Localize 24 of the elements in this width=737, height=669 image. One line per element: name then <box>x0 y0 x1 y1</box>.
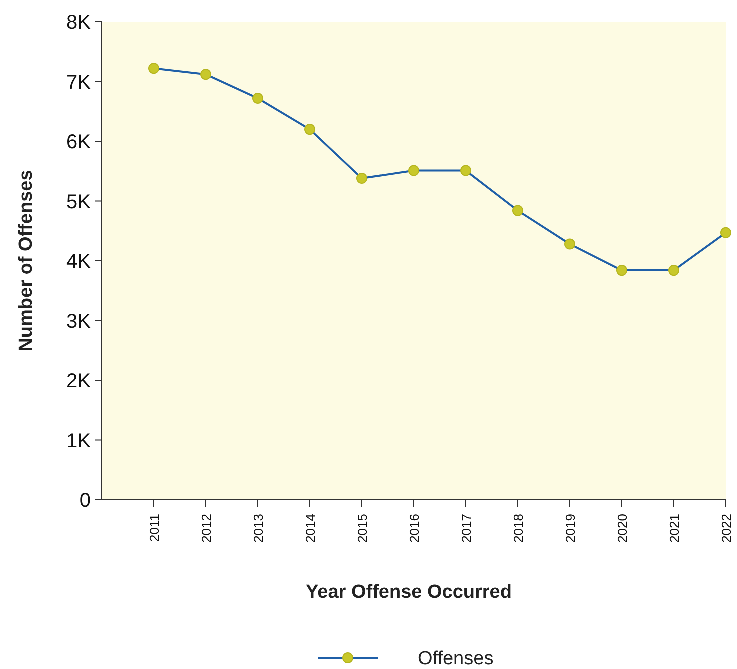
y-tick-label: 7K <box>66 72 92 94</box>
x-tick-label: 2022 <box>719 514 734 543</box>
x-axis-title: Year Offense Occurred <box>306 582 512 603</box>
y-tick-label: 4K <box>66 251 92 273</box>
y-tick-label: 6K <box>66 132 92 154</box>
x-tick-label: 2012 <box>199 514 214 543</box>
x-tick-label: 2021 <box>667 514 682 543</box>
x-tick-label: 2018 <box>511 514 526 543</box>
y-tick-label: 3K <box>66 310 92 333</box>
legend-label: Offenses <box>418 648 494 669</box>
y-tick-label: 1K <box>66 430 92 452</box>
x-tick-label: 2013 <box>251 514 266 543</box>
y-tick-label: 2K <box>66 370 92 392</box>
y-tick-label: 8K <box>66 12 92 34</box>
y-axis-title: Number of Offenses <box>16 170 37 352</box>
x-tick-label: 2020 <box>615 514 630 543</box>
x-tick-label: 2016 <box>407 514 422 543</box>
y-tick-label: 5K <box>66 191 92 214</box>
x-tick-label: 2015 <box>355 514 370 543</box>
x-tick-label: 2011 <box>147 514 162 542</box>
y-tick-label: 0 <box>80 490 91 512</box>
x-tick-label: 2014 <box>303 514 318 543</box>
x-tick-label: 2017 <box>459 514 474 543</box>
x-tick-label: 2019 <box>563 514 578 543</box>
